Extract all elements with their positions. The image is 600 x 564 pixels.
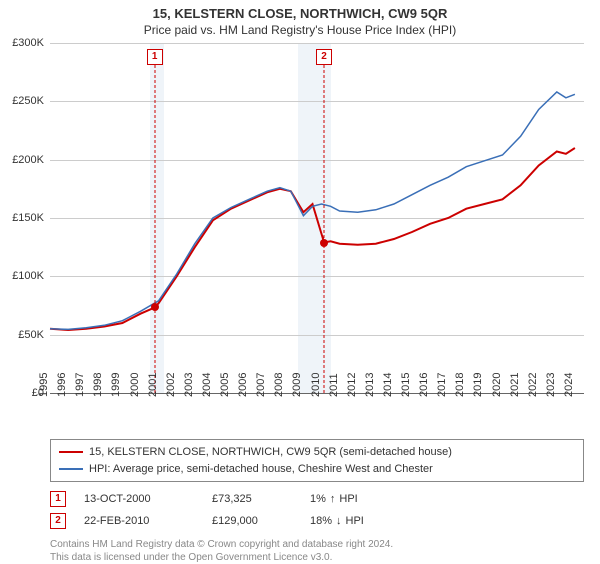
y-axis-label: £300K [12, 37, 50, 49]
x-axis-tick-label: 2023 [545, 373, 557, 397]
x-axis-tick-label: 1998 [92, 373, 104, 397]
legend-swatch [59, 468, 83, 470]
x-axis-tick-label: 2003 [183, 373, 195, 397]
chart-subtitle: Price paid vs. HM Land Registry's House … [0, 21, 600, 43]
y-axis-label: £250K [12, 95, 50, 107]
x-axis-tick-label: 2012 [345, 373, 357, 397]
x-axis-tick-label: 2008 [273, 373, 285, 397]
y-axis-label: £50K [18, 329, 50, 341]
sale-marker-box: 1 [147, 49, 163, 65]
x-axis-tick-label: 2000 [128, 373, 140, 397]
series-hpi [50, 92, 575, 329]
sale-date: 22-FEB-2010 [84, 515, 194, 527]
x-axis-tick-label: 2006 [237, 373, 249, 397]
footer-line-1: Contains HM Land Registry data © Crown c… [50, 538, 584, 551]
x-axis-tick-label: 2016 [418, 373, 430, 397]
x-axis-tick-label: 2013 [364, 373, 376, 397]
x-axis-tick-label: 2011 [328, 373, 340, 397]
y-axis-label: £200K [12, 154, 50, 166]
x-axis-tick-label: 2001 [146, 373, 158, 397]
legend-item: HPI: Average price, semi-detached house,… [59, 461, 575, 478]
sale-marker-line [154, 65, 155, 393]
legend-swatch [59, 451, 83, 453]
x-axis-tick-label: 2019 [472, 373, 484, 397]
sale-marker-line [324, 65, 325, 393]
x-axis-tick-label: 1999 [110, 373, 122, 397]
x-axis-tick-label: 2022 [526, 373, 538, 397]
sale-row: 2 22-FEB-2010 £129,000 18% ↓ HPI [50, 510, 584, 532]
sale-delta: 1% ↑ HPI [310, 493, 358, 505]
legend-label: 15, KELSTERN CLOSE, NORTHWICH, CW9 5QR (… [89, 444, 452, 461]
x-axis-tick-label: 2017 [436, 373, 448, 397]
x-axis-tick-label: 1995 [38, 373, 50, 397]
plot-area: £0£50K£100K£150K£200K£250K£300K12 [50, 43, 584, 393]
chart-container: 15, KELSTERN CLOSE, NORTHWICH, CW9 5QR P… [0, 0, 600, 560]
x-axis-tick-label: 2004 [201, 373, 213, 397]
x-axis-tick-label: 2018 [454, 373, 466, 397]
sale-price: £129,000 [212, 515, 292, 527]
x-axis-tick-label: 2007 [255, 373, 267, 397]
x-axis-tick-label: 1997 [74, 373, 86, 397]
sale-date: 13-OCT-2000 [84, 493, 194, 505]
series-property [50, 148, 575, 330]
legend-item: 15, KELSTERN CLOSE, NORTHWICH, CW9 5QR (… [59, 444, 575, 461]
x-axis-tick-label: 2002 [164, 373, 176, 397]
sale-delta-label: HPI [339, 493, 357, 505]
sale-delta: 18% ↓ HPI [310, 515, 364, 527]
x-axis-tick-label: 2005 [219, 373, 231, 397]
sale-delta-pct: 18% [310, 515, 332, 527]
sale-price: £73,325 [212, 493, 292, 505]
sale-marker-dot [151, 303, 159, 311]
sale-marker-box: 2 [316, 49, 332, 65]
y-axis-label: £100K [12, 270, 50, 282]
sale-delta-label: HPI [346, 515, 364, 527]
sale-row: 1 13-OCT-2000 £73,325 1% ↑ HPI [50, 488, 584, 510]
footer-line-2: This data is licensed under the Open Gov… [50, 551, 584, 564]
chart-title: 15, KELSTERN CLOSE, NORTHWICH, CW9 5QR [0, 0, 600, 21]
x-axis-tick-label: 2010 [309, 373, 321, 397]
arrow-icon: ↓ [336, 515, 342, 527]
footer-attribution: Contains HM Land Registry data © Crown c… [50, 538, 584, 564]
sales-table: 1 13-OCT-2000 £73,325 1% ↑ HPI 2 22-FEB-2010 £… [50, 488, 584, 532]
x-axis-tick-label: 2020 [490, 373, 502, 397]
y-axis-label: £150K [12, 212, 50, 224]
x-axis-tick-label: 2021 [508, 373, 520, 397]
x-axis-tick-label: 2014 [382, 373, 394, 397]
sale-index-box: 1 [50, 491, 66, 507]
arrow-icon: ↑ [330, 493, 336, 505]
x-axis-tick-label: 2009 [291, 373, 303, 397]
sale-marker-dot [320, 239, 328, 247]
legend-label: HPI: Average price, semi-detached house,… [89, 461, 433, 478]
x-axis-labels: 1995199619971998199920002001200220032004… [50, 393, 584, 431]
x-axis-tick-label: 2015 [400, 373, 412, 397]
sale-delta-pct: 1% [310, 493, 326, 505]
sale-index-box: 2 [50, 513, 66, 529]
x-axis-tick-label: 2024 [563, 373, 575, 397]
legend: 15, KELSTERN CLOSE, NORTHWICH, CW9 5QR (… [50, 439, 584, 482]
x-axis-tick-label: 1996 [56, 373, 68, 397]
